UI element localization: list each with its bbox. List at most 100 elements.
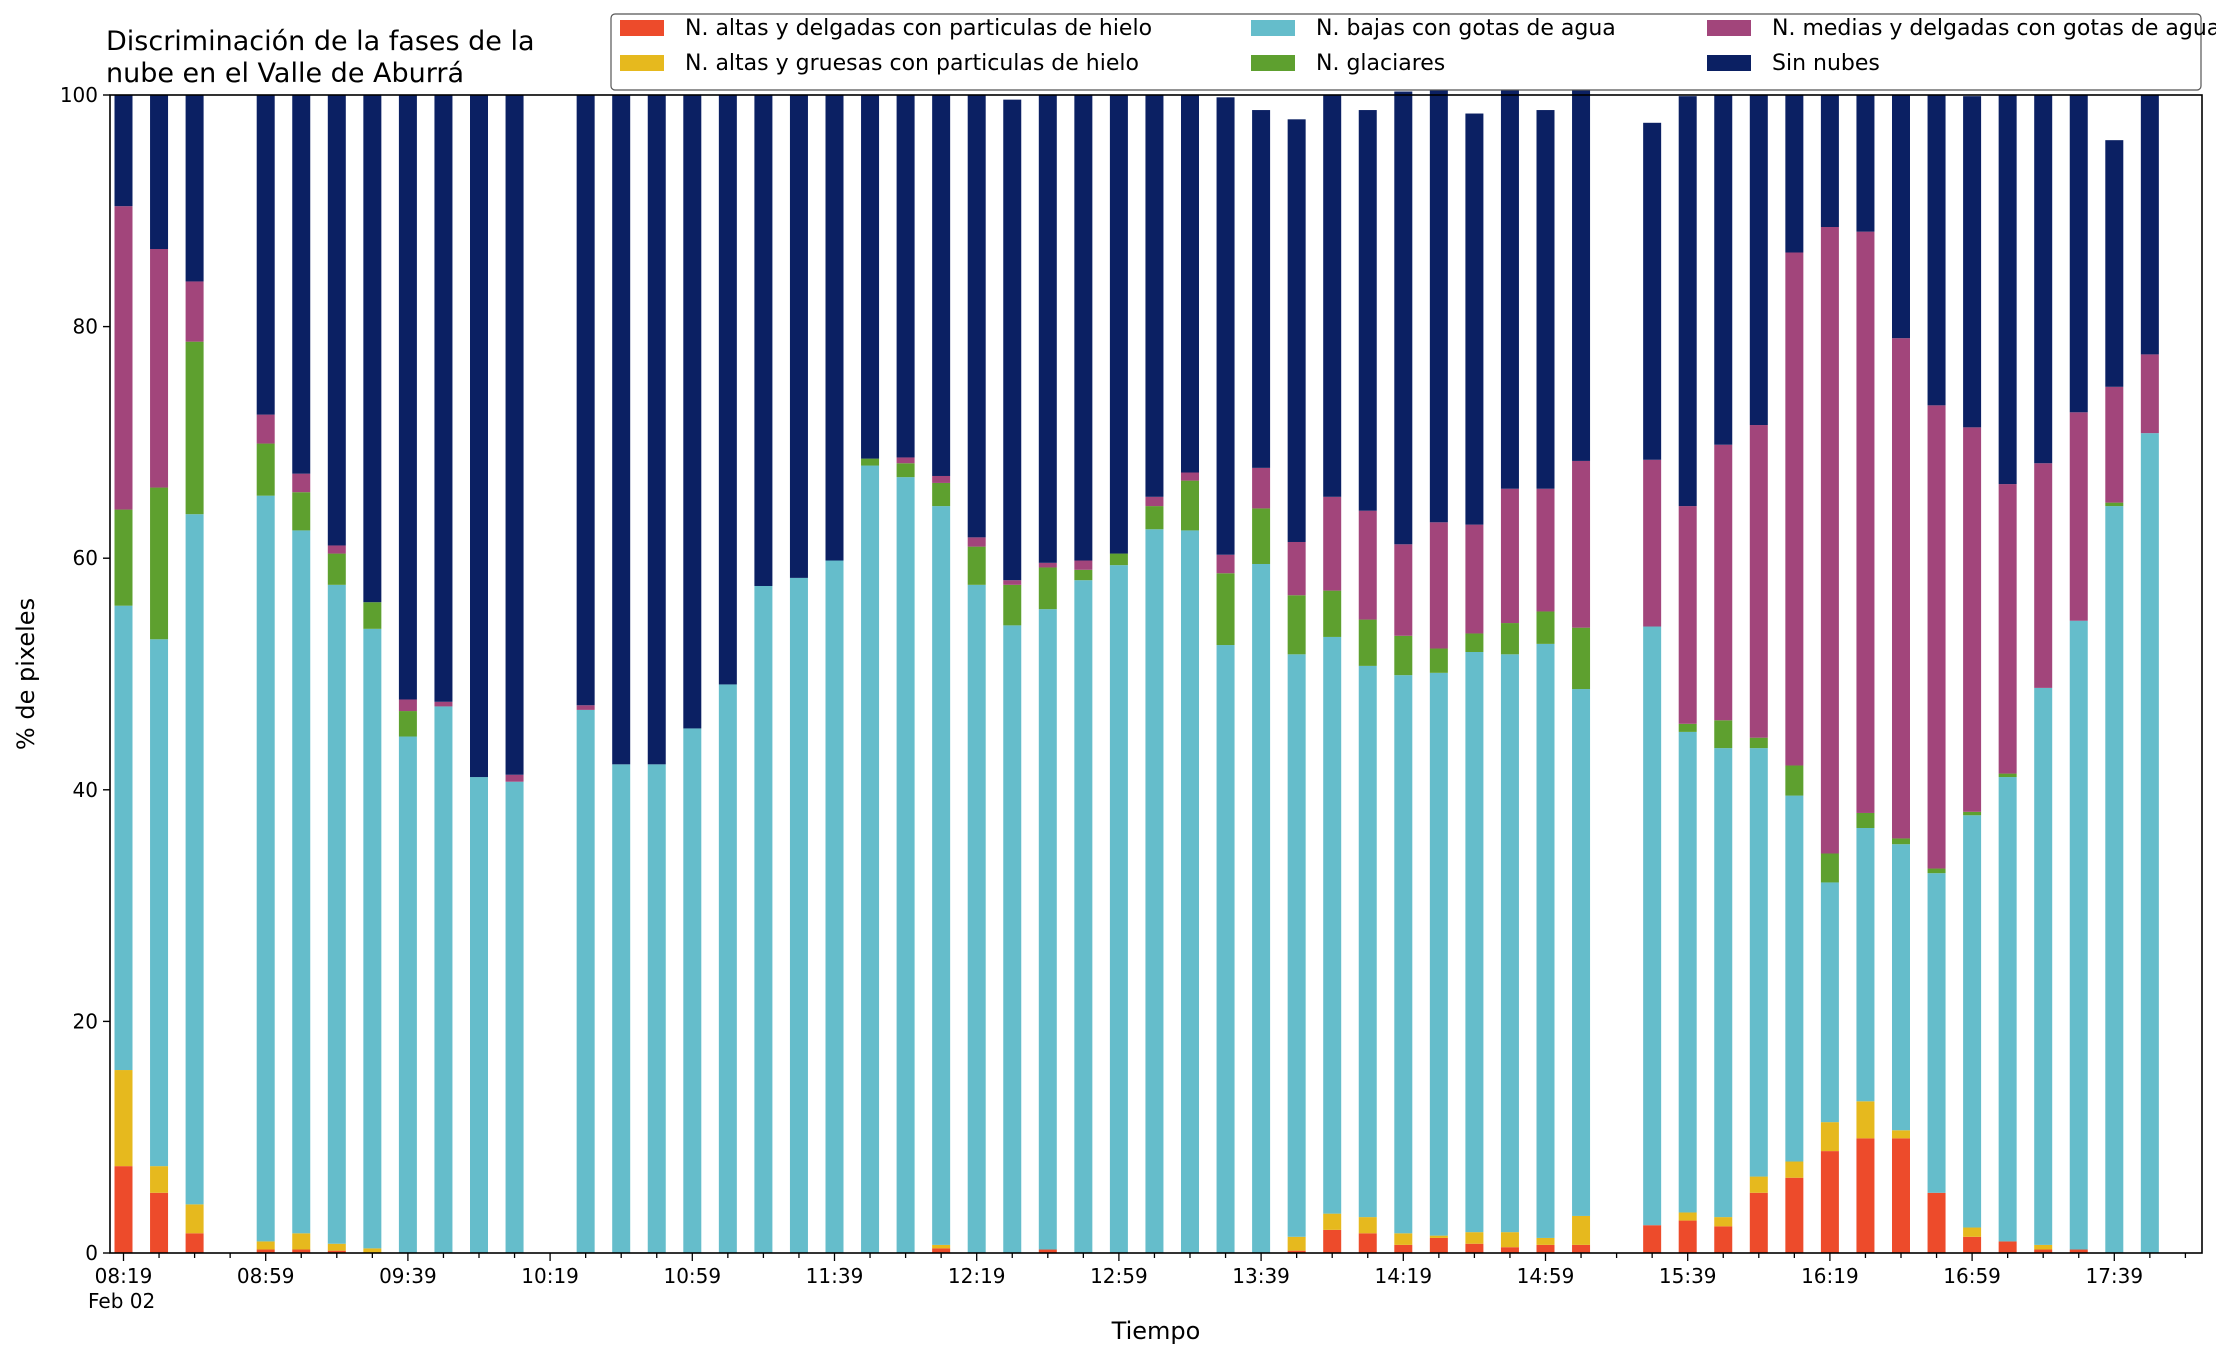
bar-segment-s1-34 bbox=[1323, 1213, 1342, 1230]
bar-segment-s5-50 bbox=[1892, 95, 1910, 339]
bar-segment-s4-41 bbox=[1572, 460, 1591, 628]
bar-segment-s3-2 bbox=[185, 341, 204, 515]
bar-segment-s2-50 bbox=[1892, 844, 1910, 1131]
bar-segment-s0-53 bbox=[1998, 1241, 2017, 1253]
bar-segment-s3-32 bbox=[1252, 508, 1271, 564]
bar-segment-s0-37 bbox=[1429, 1237, 1448, 1253]
bar-segment-s1-39 bbox=[1500, 1232, 1519, 1248]
bar-segment-s0-45 bbox=[1714, 1226, 1733, 1253]
legend-label: N. medias y delgadas con gotas de agua bbox=[1772, 16, 2216, 41]
bar-segment-s3-40 bbox=[1536, 611, 1555, 644]
bar-segment-s5-54 bbox=[2034, 95, 2053, 464]
bar-segment-s2-51 bbox=[1927, 873, 1946, 1193]
bar-segment-s2-46 bbox=[1749, 748, 1768, 1177]
bar-segment-s3-7 bbox=[363, 602, 382, 629]
bar-segment-s2-41 bbox=[1572, 689, 1591, 1216]
x-tick-label: 12:59 bbox=[1090, 1264, 1148, 1288]
bar-segment-s5-35 bbox=[1358, 110, 1377, 511]
bar-segment-s1-41 bbox=[1572, 1215, 1591, 1245]
x-tick-label: 15:39 bbox=[1659, 1264, 1717, 1288]
bar-segment-s5-7 bbox=[363, 95, 382, 603]
y-tick-label: 100 bbox=[60, 83, 98, 107]
bar-segment-s4-36 bbox=[1394, 544, 1413, 636]
bar-segment-s4-0 bbox=[114, 206, 133, 510]
bar-segment-s0-34 bbox=[1323, 1229, 1342, 1253]
bar-segment-s5-56 bbox=[2105, 140, 2124, 387]
bar-segment-s2-6 bbox=[327, 584, 346, 1244]
bar-segment-s4-49 bbox=[1856, 231, 1875, 813]
bar-segment-s5-26 bbox=[1038, 95, 1057, 563]
bar-segment-s5-38 bbox=[1465, 113, 1484, 525]
bar-segment-s5-53 bbox=[1998, 95, 2017, 485]
legend-swatch bbox=[1251, 55, 1295, 71]
bar-segment-s2-35 bbox=[1358, 665, 1377, 1218]
bar-segment-s3-48 bbox=[1820, 853, 1839, 883]
bar-segment-s0-6 bbox=[327, 1250, 346, 1253]
bar-segment-s2-4 bbox=[256, 495, 275, 1242]
bar-segment-s2-39 bbox=[1500, 654, 1519, 1233]
bars-layer bbox=[114, 41, 2159, 1254]
bar-segment-s5-52 bbox=[1963, 96, 1982, 428]
bar-segment-s1-5 bbox=[292, 1233, 311, 1250]
x-axis-date-label: Feb 02 bbox=[88, 1289, 155, 1313]
bar-segment-s4-5 bbox=[292, 473, 311, 493]
bar-segment-s4-54 bbox=[2034, 463, 2053, 688]
x-tick-label: 14:59 bbox=[1517, 1264, 1575, 1288]
bar-segment-s5-49 bbox=[1856, 95, 1875, 232]
bar-segment-s2-25 bbox=[1003, 625, 1022, 1253]
bar-segment-s2-1 bbox=[150, 639, 169, 1167]
bar-segment-s5-30 bbox=[1181, 95, 1199, 473]
y-axis-label: % de pixeles bbox=[12, 598, 40, 750]
y-tick-label: 20 bbox=[73, 1009, 98, 1033]
bar-segment-s5-23 bbox=[932, 95, 951, 476]
bar-segment-s3-25 bbox=[1003, 584, 1022, 626]
bar-segment-s4-6 bbox=[327, 545, 346, 554]
bar-segment-s3-38 bbox=[1465, 633, 1484, 652]
bar-segment-s1-35 bbox=[1358, 1217, 1377, 1234]
bar-segment-s2-15 bbox=[647, 764, 666, 1253]
bar-segment-s3-56 bbox=[2105, 502, 2124, 507]
bar-segment-s0-38 bbox=[1465, 1243, 1484, 1253]
bar-segment-s4-44 bbox=[1678, 506, 1697, 724]
bar-segment-s2-7 bbox=[363, 628, 382, 1249]
bar-segment-s2-10 bbox=[470, 777, 488, 1253]
bar-segment-s3-50 bbox=[1892, 838, 1910, 845]
bar-segment-s5-45 bbox=[1714, 95, 1733, 445]
x-tick-label: 08:19 bbox=[95, 1264, 153, 1288]
bar-segment-s0-54 bbox=[2034, 1249, 2053, 1253]
bar-segment-s2-38 bbox=[1465, 651, 1484, 1233]
bar-segment-s0-2 bbox=[185, 1233, 204, 1253]
bar-segment-s4-55 bbox=[2069, 412, 2088, 621]
bar-segment-s2-26 bbox=[1038, 609, 1057, 1250]
y-tick-label: 80 bbox=[73, 315, 98, 339]
bar-segment-s4-26 bbox=[1038, 562, 1057, 568]
bar-segment-s3-6 bbox=[327, 553, 346, 585]
bar-segment-s0-4 bbox=[256, 1249, 275, 1253]
bar-segment-s4-11 bbox=[505, 774, 524, 782]
bar-segment-s2-9 bbox=[434, 706, 453, 1253]
bar-segment-s2-54 bbox=[2034, 687, 2053, 1245]
bar-segment-s5-25 bbox=[1003, 99, 1022, 581]
bar-segment-s4-13 bbox=[576, 705, 595, 710]
x-tick-label: 17:39 bbox=[2085, 1264, 2143, 1288]
bar-segment-s1-54 bbox=[2034, 1244, 2053, 1250]
bar-segment-s5-11 bbox=[505, 95, 524, 775]
bar-segment-s2-28 bbox=[1109, 565, 1128, 1253]
bar-segment-s1-37 bbox=[1429, 1235, 1448, 1238]
bar-segment-s2-33 bbox=[1287, 654, 1306, 1237]
x-axis-ticks: 08:19 08:59 09:39 10:19 10:59 11:39 12:19 12:59… bbox=[95, 1253, 2187, 1288]
bar-segment-s4-40 bbox=[1536, 488, 1555, 612]
bar-segment-s1-40 bbox=[1536, 1237, 1555, 1245]
bar-segment-s4-9 bbox=[434, 701, 453, 707]
bar-segment-s2-36 bbox=[1394, 675, 1413, 1234]
bar-segment-s2-43 bbox=[1643, 626, 1662, 1226]
bar-segment-s0-36 bbox=[1394, 1244, 1413, 1253]
bar-segment-s5-39 bbox=[1500, 41, 1519, 489]
x-tick-label: 12:19 bbox=[948, 1264, 1006, 1288]
bar-segment-s4-31 bbox=[1216, 554, 1235, 574]
bar-segment-s3-22 bbox=[896, 463, 915, 478]
bar-segment-s4-57 bbox=[2140, 354, 2159, 434]
bar-segment-s3-37 bbox=[1429, 648, 1448, 673]
y-tick-label: 0 bbox=[85, 1241, 98, 1265]
bar-segment-s3-46 bbox=[1749, 737, 1768, 749]
